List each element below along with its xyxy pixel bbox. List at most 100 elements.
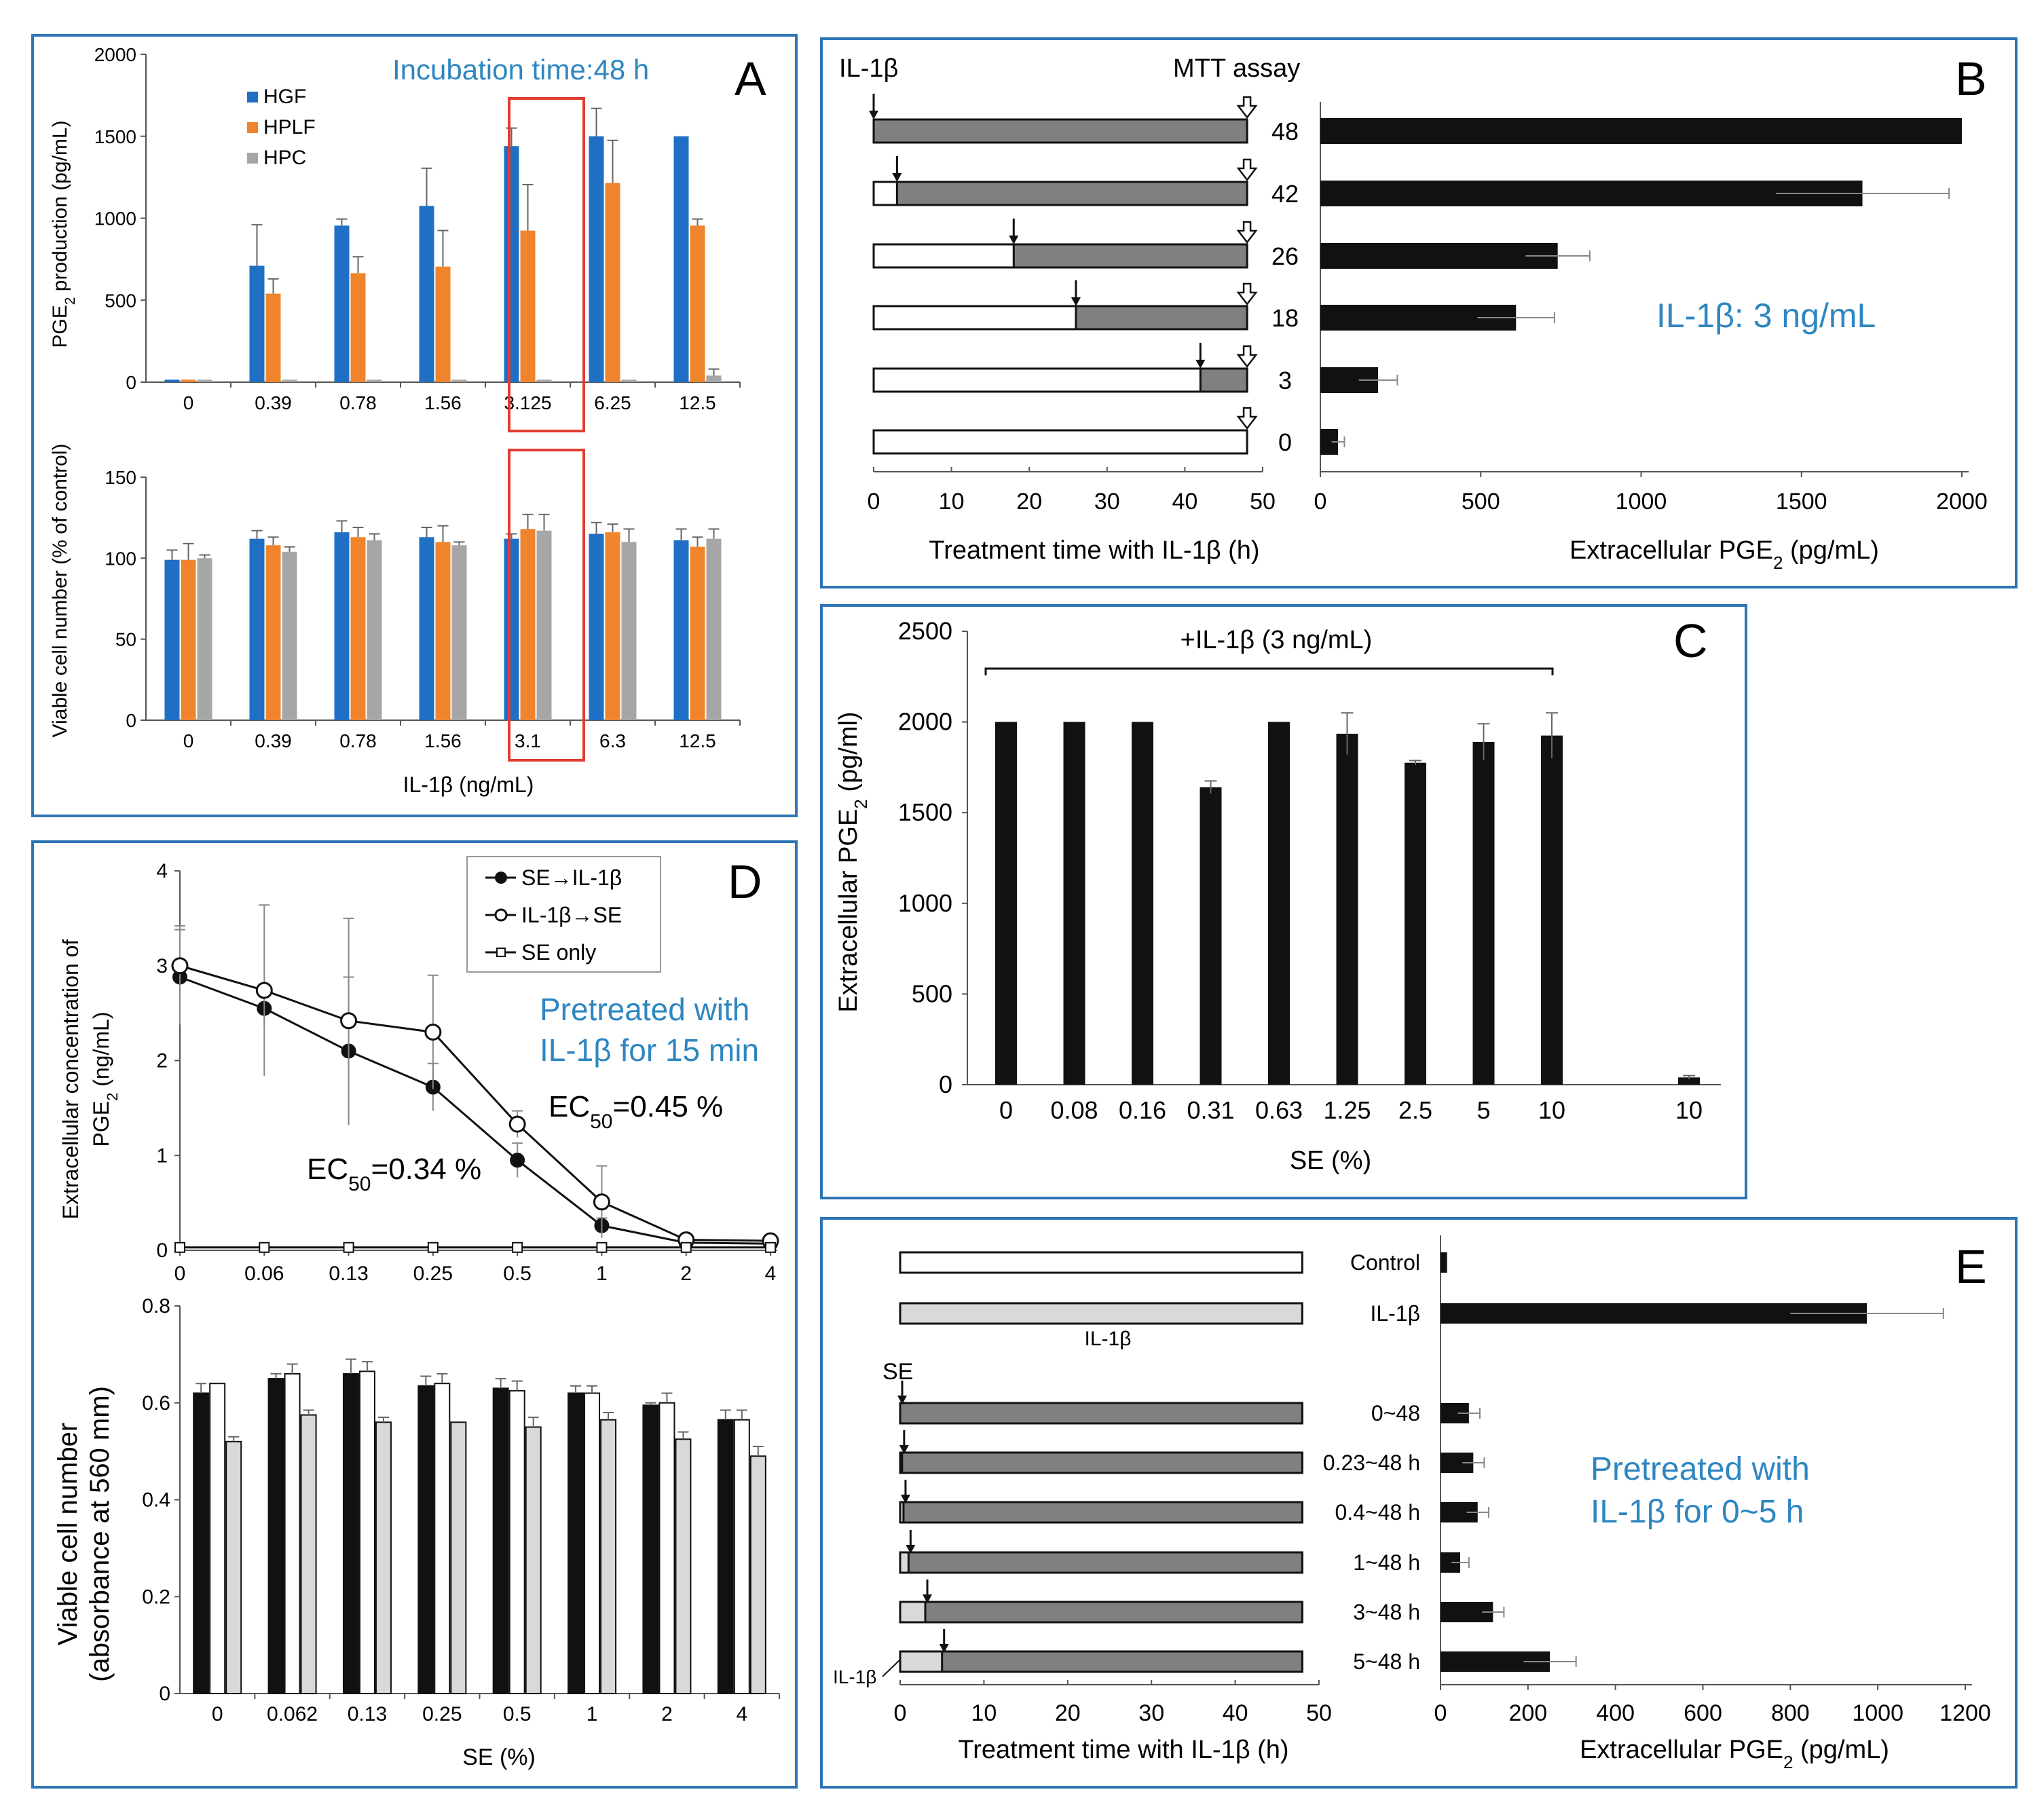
panel-a: A Incubation time:48 h HGF HPLF HPC 0500…: [49, 44, 766, 797]
bar: [1320, 243, 1558, 269]
panel-a-letter: A: [735, 52, 766, 105]
panel-c-letter: C: [1673, 614, 1708, 667]
panel-d-legend: SE→IL-1β IL-1β→SE SE only: [466, 856, 661, 973]
legend-label-se-only: SE only: [521, 940, 596, 965]
point-il-1-se: [424, 1024, 442, 1041]
x-tick-label: 1.56: [424, 730, 462, 751]
se-arrow-head: [900, 1495, 910, 1503]
bar-x-tick-label: 200: [1508, 1700, 1547, 1726]
bar-il-1-se: [584, 1392, 601, 1695]
panel-a-xlabel: IL-1β (ng/mL): [403, 772, 534, 797]
x-tick-label: 0.78: [339, 730, 377, 751]
bar-hplf: [181, 559, 196, 720]
timeline-tick-label: 0: [868, 489, 880, 515]
bar-hpc: [367, 379, 382, 382]
bar-hplf: [265, 293, 281, 382]
line-il-1-se: [179, 965, 771, 1242]
y-tick-label: 4: [156, 860, 168, 882]
x-tick-label: 0: [999, 1096, 1013, 1124]
panel-b-frame: [820, 37, 2018, 588]
x-tick-label: 0: [212, 1703, 223, 1725]
bar-il-1-se: [209, 1383, 226, 1694]
bar-x-tick-label: 2000: [1936, 489, 1988, 515]
panel-c-ylabel: Extracellular PGE2 (pg/ml): [834, 711, 871, 1012]
panel-a-highlight-bottom: [508, 449, 585, 762]
bar-x-tick-label: 1000: [1852, 1700, 1903, 1726]
legend-marker-se-only: [496, 948, 506, 957]
x-tick-label: 6.25: [594, 392, 631, 413]
timeline-treatment: [895, 181, 1248, 206]
panel-c: C +IL-1β (3 ng/mL) 050010001500200025000…: [834, 614, 1721, 1175]
mtt-arrow: [1236, 96, 1258, 119]
bar-x-tick-label: 500: [1462, 489, 1500, 515]
y-tick-label: 3: [156, 955, 168, 977]
bar-hpc: [451, 545, 467, 720]
mtt-arrow: [1236, 407, 1258, 430]
panel-d-top-ylabel-line2: PGE2 (ng/mL): [89, 1012, 121, 1147]
y-tick-label: 1000: [898, 889, 952, 917]
x-tick-label: 3.125: [504, 392, 551, 413]
bar-hpc: [282, 551, 297, 720]
bar-se-only: [225, 1440, 242, 1695]
il1b-arrow-head: [1071, 297, 1081, 306]
bar-hgf: [673, 540, 689, 720]
se-arrow-head: [906, 1545, 916, 1554]
x-tick-label: 3.1: [515, 730, 541, 751]
point-se-only: [174, 1241, 185, 1253]
point-se-only: [343, 1241, 354, 1253]
bar-hgf: [419, 537, 434, 720]
panel-c-chart: 0 500 1000 1500 2000 2500 0 0.08 0.16 0.31 0.63 1.2…: [898, 617, 1721, 1124]
x-tick-label: 0.39: [255, 730, 292, 751]
legend-label-il1b-se: IL-1β→SE: [521, 903, 622, 927]
panel-b-timeline: 0 10 20 30 40 50: [868, 94, 1276, 515]
panel-a-frame: [31, 34, 798, 817]
point-il-1-se: [508, 1115, 526, 1133]
timeline-tick-label: 30: [1138, 1700, 1164, 1726]
bar-hplf: [605, 183, 620, 382]
point-il-1-se: [593, 1193, 610, 1211]
mtt-arrow: [1236, 158, 1258, 182]
bar-se-only: [675, 1438, 692, 1694]
bar-x-tick-label: 400: [1596, 1700, 1635, 1726]
legend-hgf-swatch: [247, 92, 258, 102]
row-label: 42: [1271, 180, 1299, 208]
y-tick-label: 0: [126, 710, 136, 731]
mtt-arrow: [1236, 282, 1258, 306]
mtt-arrow: [1236, 345, 1258, 369]
panel-d-ec50-b: EC50=0.34 %: [307, 1153, 481, 1195]
bar-x-tick-label: 0: [1314, 489, 1327, 515]
bar-hpc: [197, 558, 212, 720]
bar-hplf: [350, 537, 366, 720]
panel-b-bar-xlabel: Extracellular PGE2 (pg/mL): [1569, 536, 1879, 573]
bar: [1541, 735, 1563, 1085]
y-tick-label: 0.4: [142, 1489, 170, 1512]
panel-b-bars: 48 42 26 18 3 0 0 500 1000 1500 2000: [1271, 102, 1988, 515]
bar-x-tick-label: 1500: [1776, 489, 1827, 515]
y-tick-label: 0.8: [142, 1295, 170, 1317]
bar-hpc: [282, 379, 297, 382]
se-arrow-head: [923, 1594, 933, 1603]
x-tick-label: 10: [1675, 1096, 1703, 1124]
bar-se-il-1-: [717, 1419, 734, 1694]
panel-d-bottom-chart: 0 0.2 0.4 0.6 0.8 0 0.062 0.13 0.25 0.5 1 2 4: [142, 1295, 780, 1725]
row-label: 18: [1271, 304, 1299, 332]
bar-hgf: [334, 225, 350, 382]
row-label: 0.23~48 h: [1323, 1451, 1420, 1475]
panel-a-top-chart: 0 500 1000 1500 2000 0 0.39 0.78 1.56 3.125 6.25 12…: [94, 44, 741, 413]
bar-se-only: [749, 1455, 766, 1694]
x-tick-label: 0.5: [503, 1263, 532, 1285]
timeline-treatment: [924, 1601, 1303, 1624]
timeline-tick-label: 40: [1172, 489, 1197, 515]
mtt-arrow: [1236, 221, 1258, 244]
x-tick-label: 1.25: [1323, 1096, 1371, 1124]
timeline-treatment: [872, 118, 1248, 144]
legend-label-se-il1b: SE→IL-1β: [521, 865, 622, 890]
timeline-treatment: [907, 1551, 1303, 1574]
bar-se-only: [600, 1419, 617, 1694]
point-il-1-se: [340, 1012, 358, 1030]
y-tick-label: 0: [939, 1070, 952, 1098]
bar-hgf: [164, 559, 180, 720]
bar: [1268, 722, 1290, 1085]
line-se-il-1-: [179, 976, 771, 1245]
